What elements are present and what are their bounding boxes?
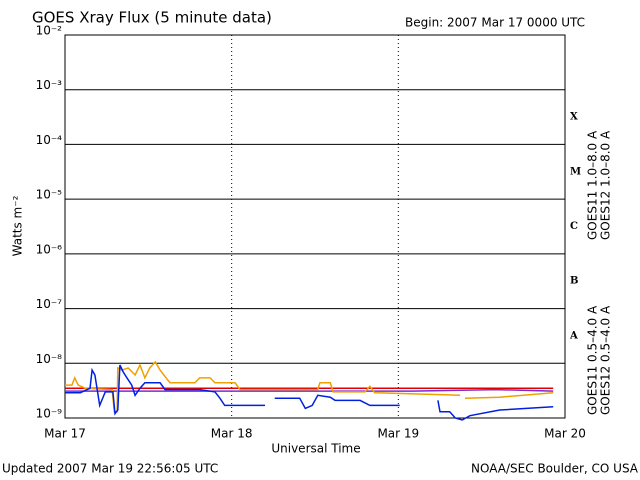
legend-entry: GOES11 1.0–8.0 A [586,130,600,240]
footer-right: NOAA/SEC Boulder, CO USA [471,462,639,476]
y-tick-label: 10⁻⁷ [36,297,63,311]
y-tick-label: 10⁻⁹ [36,407,63,421]
legend-entry: GOES11 0.5–4.0 A [586,305,600,415]
flare-class: A [569,330,578,341]
flare-class: B [570,276,578,287]
plot-frame [64,34,566,419]
y-tick-label: 10⁻⁴ [36,133,63,147]
footer-left: Updated 2007 Mar 19 22:56:05 UTC [2,462,218,476]
x-tick-label: Mar 17 [44,427,86,441]
x-tick-label: Mar 19 [377,427,419,441]
series-line [65,388,554,392]
flare-class: X [570,112,578,123]
legend-entry: GOES12 1.0–8.0 A [599,130,613,240]
y-tick-label: 10⁻⁶ [36,242,63,256]
x-axis-label: Universal Time [271,442,360,456]
series-line [65,360,554,413]
y-tick-label: 10⁻² [36,24,63,38]
x-tick-label: Mar 18 [211,427,253,441]
y-tick-label: 10⁻³ [36,78,63,92]
y-tick-label: 10⁻⁵ [36,188,63,202]
x-tick-label: Mar 20 [544,427,586,441]
flare-class: C [570,221,578,232]
y-tick-label: 10⁻⁸ [36,352,63,366]
flare-class: M [570,166,581,177]
chart-subtitle: Begin: 2007 Mar 17 0000 UTC [405,16,585,30]
y-axis-label: Watts m⁻² [11,195,25,256]
series-line [65,364,554,421]
legend-entry: GOES12 0.5–4.0 A [599,305,613,415]
chart-title: GOES Xray Flux (5 minute data) [32,9,272,27]
